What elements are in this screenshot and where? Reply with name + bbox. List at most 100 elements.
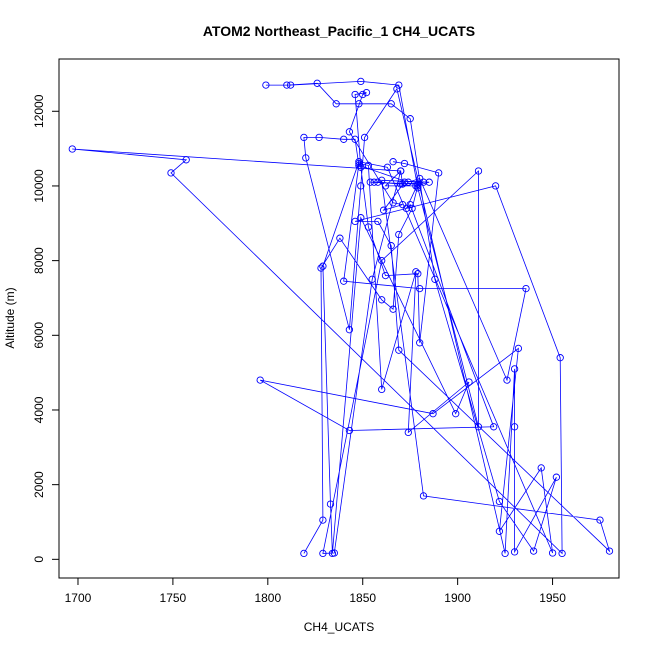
data-point <box>491 182 500 190</box>
data-point <box>345 128 354 136</box>
data-point <box>395 230 403 239</box>
data-point <box>398 180 407 188</box>
data-point <box>408 204 416 213</box>
data-point <box>345 426 354 435</box>
y-tick-label: 10000 <box>32 169 46 203</box>
x-tick-label: 1700 <box>65 591 92 605</box>
plot-frame <box>58 58 620 579</box>
data-point <box>256 376 264 384</box>
data-point <box>355 159 363 168</box>
data-point <box>400 159 409 168</box>
data-point <box>510 423 519 431</box>
data-point <box>395 346 403 354</box>
data-point <box>332 100 340 108</box>
data-point <box>326 500 335 508</box>
data-point <box>381 182 390 190</box>
data-point <box>552 473 561 481</box>
data-point <box>474 423 483 431</box>
data-point <box>416 174 424 183</box>
y-tick-label: 2000 <box>32 471 46 498</box>
data-point <box>425 178 433 186</box>
data-point <box>366 178 374 186</box>
data-point <box>414 182 422 190</box>
data-point <box>596 516 604 524</box>
data-point <box>605 547 614 555</box>
data-point <box>495 527 504 535</box>
data-point <box>556 354 564 362</box>
y-tick-label: 6000 <box>32 322 46 349</box>
data-point <box>364 161 373 170</box>
data-point <box>319 549 327 558</box>
data-point <box>378 256 386 265</box>
data-point <box>336 234 344 242</box>
x-tick-label: 1800 <box>254 591 281 605</box>
data-point <box>68 145 76 153</box>
data-point <box>406 200 414 209</box>
data-point <box>340 277 348 285</box>
series-group <box>68 77 614 558</box>
data-point <box>345 326 354 334</box>
data-point <box>393 85 401 93</box>
data-point <box>340 135 348 143</box>
data-point <box>389 158 397 166</box>
data-point <box>389 199 397 207</box>
data-point <box>357 163 365 171</box>
data-point <box>364 223 373 231</box>
x-tick-label: 1850 <box>349 591 376 605</box>
data-point <box>514 344 523 353</box>
data-point <box>416 284 424 293</box>
data-point <box>357 182 365 190</box>
data-point <box>548 549 557 557</box>
data-point <box>378 385 386 394</box>
chart-title: ATOM2 Northeast_Pacific_1 CH4_UCATS <box>203 23 475 39</box>
data-point <box>537 464 545 472</box>
data-point <box>368 275 376 283</box>
data-point <box>319 516 327 524</box>
x-axis-label: CH4_UCATS <box>304 620 374 634</box>
data-point <box>330 549 338 557</box>
series-line <box>72 80 611 555</box>
data-point <box>414 270 422 278</box>
data-point <box>302 154 310 162</box>
data-point <box>452 410 460 418</box>
data-point <box>167 169 175 177</box>
data-point <box>360 133 369 142</box>
x-axis: 1700 1750 1800 1850 1900 1950 <box>65 577 566 605</box>
data-point <box>357 214 365 222</box>
data-point <box>435 169 443 177</box>
y-axis: 0 2000 4000 6000 8000 10000 12000 <box>32 94 60 563</box>
data-point <box>395 81 403 89</box>
data-point <box>429 410 437 418</box>
data-point <box>387 100 395 108</box>
data-point <box>397 167 405 175</box>
data-point <box>397 180 405 188</box>
data-point <box>313 79 321 87</box>
data-point <box>404 428 412 437</box>
data-point <box>374 178 382 186</box>
data-point <box>351 135 359 143</box>
data-point <box>510 548 519 556</box>
data-point <box>379 206 388 214</box>
data-point <box>474 167 483 175</box>
data-point <box>387 242 395 250</box>
data-point <box>465 378 473 386</box>
data-point <box>351 217 359 226</box>
data-point <box>389 305 397 313</box>
data-point <box>286 81 295 89</box>
data-point <box>412 268 420 276</box>
data-point <box>412 182 420 190</box>
data-point <box>374 217 382 226</box>
data-point <box>381 271 390 280</box>
data-point <box>357 77 365 86</box>
data-point <box>351 90 359 99</box>
data-point <box>503 376 511 384</box>
data-point <box>319 262 327 270</box>
data-point <box>283 81 291 89</box>
data-point <box>402 204 411 213</box>
data-point <box>317 264 325 272</box>
data-point <box>378 176 386 184</box>
x-tick-label: 1900 <box>444 591 471 605</box>
data-point <box>529 547 538 555</box>
data-point <box>300 549 308 558</box>
